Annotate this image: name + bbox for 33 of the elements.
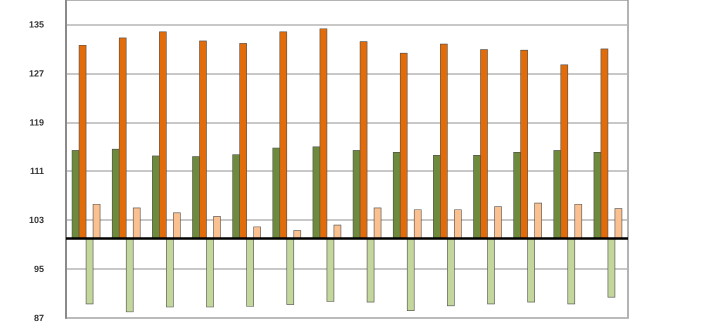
bar [213,216,221,239]
y-tick-label: 103 [28,215,44,226]
bar [374,208,382,239]
bar [173,212,181,239]
bar [132,208,141,239]
bar [447,238,455,306]
bar [92,204,100,239]
bar [366,238,374,302]
bar [246,238,254,307]
bar [286,238,294,305]
y-tick-label: 127 [28,68,44,78]
y-tick-label: 87 [34,313,44,323]
bar [454,209,462,239]
bar [406,238,415,311]
bar [326,238,334,302]
y-tick-label: 95 [34,264,44,274]
y-tick-label: 135 [28,19,44,30]
bar [414,209,422,239]
y-tick-label: 111 [30,166,44,176]
bar [494,206,502,239]
bar [166,238,174,308]
bar [487,238,495,304]
bar [534,202,542,239]
y-tick-label: 119 [29,117,44,128]
bar [608,238,616,298]
bar [614,208,622,239]
bar [86,238,94,304]
bar [334,224,342,239]
bar [206,238,214,308]
bar [527,238,535,302]
bar [126,238,134,312]
bar [574,204,582,239]
bar [567,238,576,304]
